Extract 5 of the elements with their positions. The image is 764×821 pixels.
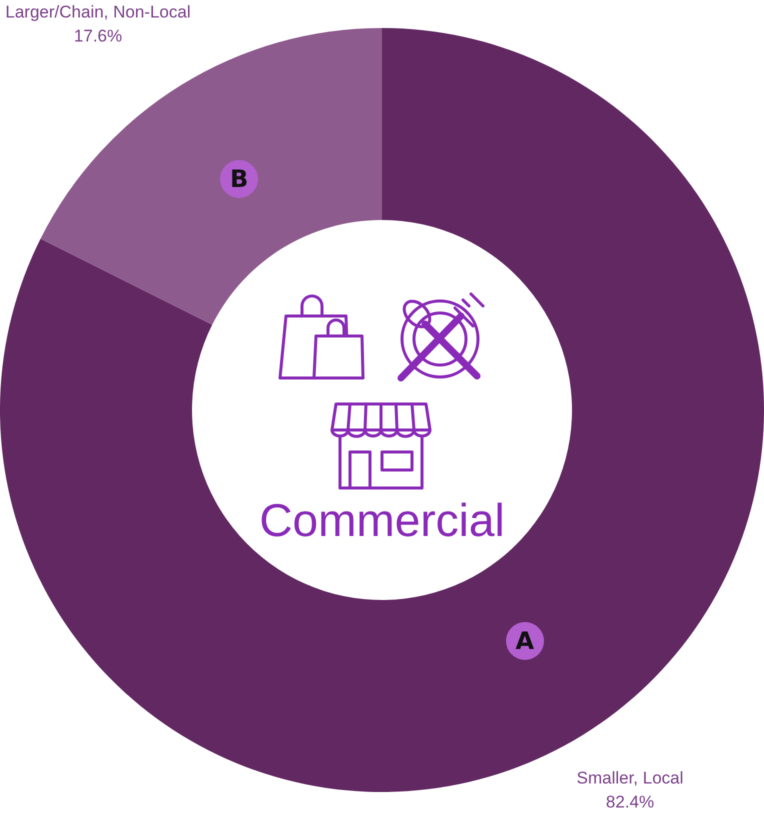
- slice-label: Smaller, Local: [576, 768, 684, 788]
- data-label: 17.6%: [74, 26, 122, 46]
- text: Commercial: [259, 494, 505, 546]
- data-label: 82.4%: [606, 792, 654, 812]
- slice-label: Larger/Chain, Non-Local: [5, 2, 191, 22]
